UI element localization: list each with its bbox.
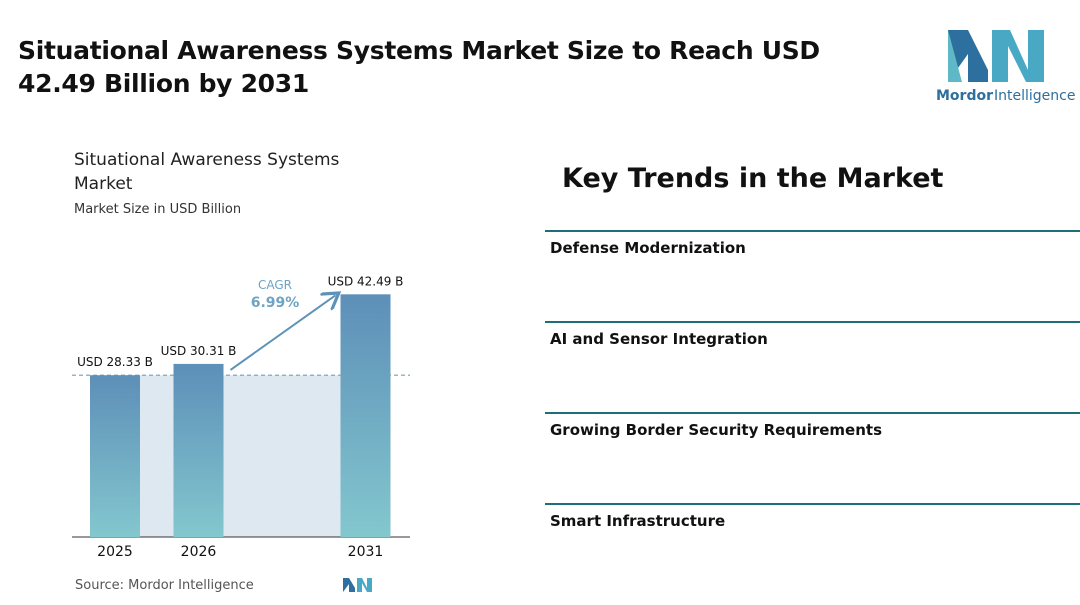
page-title: Situational Awareness Systems Market Siz…	[18, 36, 820, 98]
cagr-value: 6.99%	[251, 295, 300, 311]
trend-item: Smart Infrastructure	[545, 503, 1080, 530]
value-label: USD 30.31 B	[161, 344, 237, 358]
trend-item: Growing Border Security Requirements	[545, 412, 1080, 439]
value-label: USD 28.33 B	[77, 355, 153, 369]
trend-label: Smart Infrastructure	[550, 512, 726, 530]
reference-band	[115, 375, 366, 537]
trend-label: Defense Modernization	[550, 239, 746, 257]
chart-title: Situational Awareness Systems Market	[74, 150, 340, 194]
trend-item: Defense Modernization	[545, 230, 1080, 257]
chart-subtitle: Market Size in USD Billion	[74, 202, 241, 217]
trends-title: Key Trends in the Market	[562, 163, 944, 194]
x-tick-label: 2031	[348, 544, 384, 560]
x-tick-label: 2025	[97, 544, 133, 560]
logo-suffix: Intelligence	[994, 88, 1075, 104]
chart: Situational Awareness Systems Market Mark…	[72, 150, 410, 593]
logo: Mordor Intelligence	[936, 30, 1075, 104]
trend-label: Growing Border Security Requirements	[550, 421, 883, 439]
source: Source: Mordor Intelligence	[75, 578, 254, 593]
bar	[340, 294, 391, 537]
trend-item: AI and Sensor Integration	[545, 321, 1080, 348]
x-tick-label: 2026	[181, 544, 217, 560]
trend-label: AI and Sensor Integration	[550, 330, 768, 348]
bar	[173, 363, 224, 537]
bar	[90, 375, 140, 537]
logo-brand: Mordor	[936, 88, 993, 104]
cagr-label: CAGR	[258, 278, 292, 292]
cagr-arrow	[229, 295, 336, 371]
value-label: USD 42.49 B	[328, 274, 404, 288]
small-logo	[343, 578, 372, 592]
